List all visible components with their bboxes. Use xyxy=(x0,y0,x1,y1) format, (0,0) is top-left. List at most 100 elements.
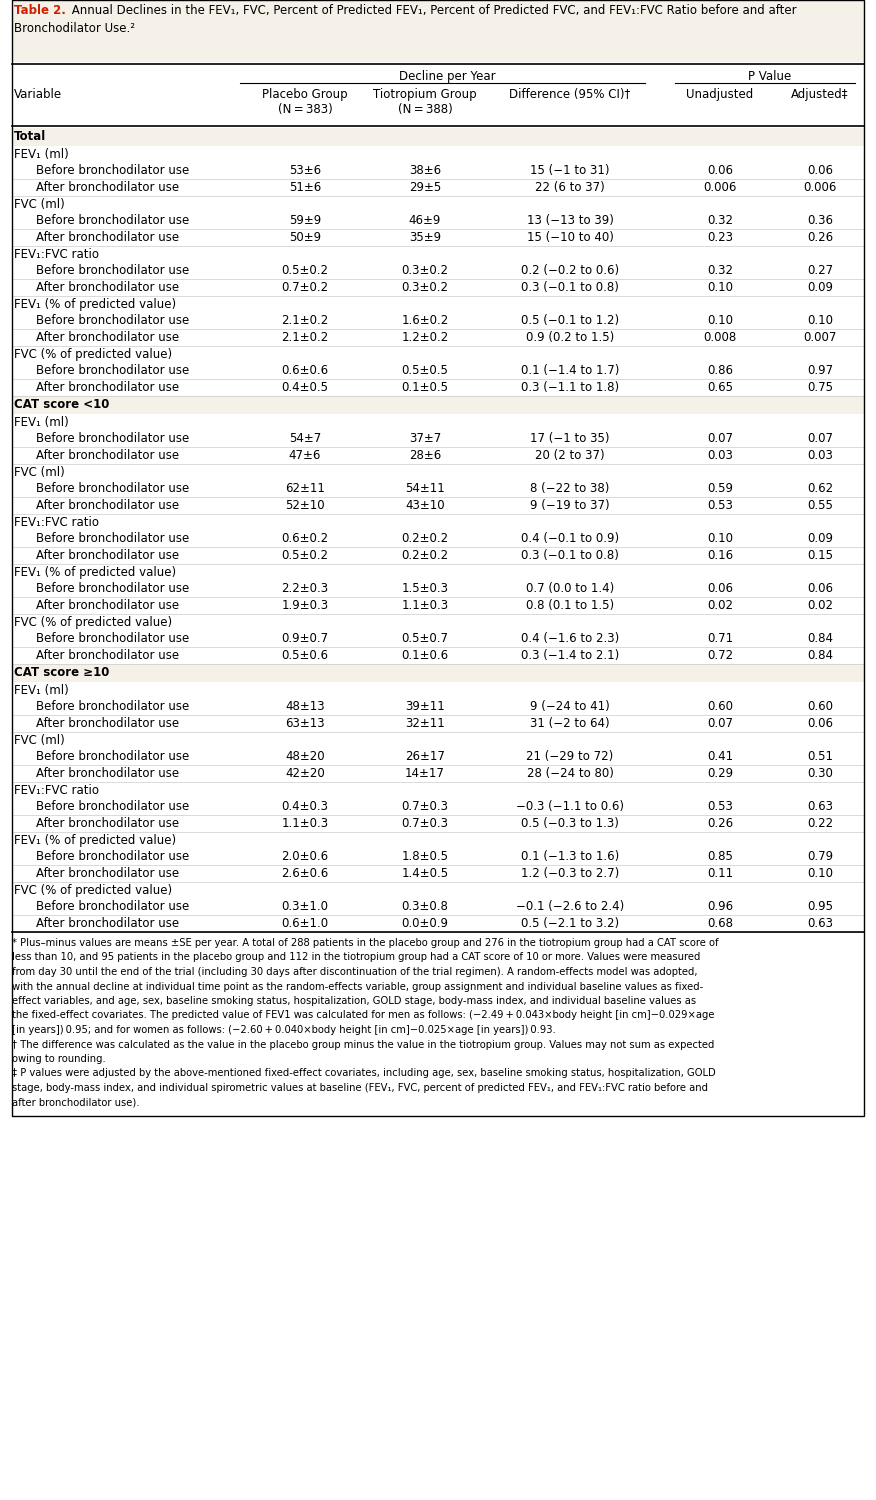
Text: 0.07: 0.07 xyxy=(807,432,833,445)
Bar xyxy=(12,833,864,848)
Text: 0.63: 0.63 xyxy=(807,916,833,930)
Text: After bronchodilator use: After bronchodilator use xyxy=(36,231,179,244)
Bar xyxy=(12,162,864,178)
Text: Before bronchodilator use: Before bronchodilator use xyxy=(36,800,189,813)
Text: 1.2±0.2: 1.2±0.2 xyxy=(401,332,449,344)
Text: 0.06: 0.06 xyxy=(707,582,733,596)
Text: 0.5±0.5: 0.5±0.5 xyxy=(401,364,449,376)
Bar xyxy=(12,211,864,230)
Text: 0.1 (−1.3 to 1.6): 0.1 (−1.3 to 1.6) xyxy=(521,850,619,862)
Text: 0.5 (−0.3 to 1.3): 0.5 (−0.3 to 1.3) xyxy=(521,818,619,830)
Text: 0.6±0.6: 0.6±0.6 xyxy=(281,364,328,376)
Text: −0.3 (−1.1 to 0.6): −0.3 (−1.1 to 0.6) xyxy=(516,800,624,813)
Text: Before bronchodilator use: Before bronchodilator use xyxy=(36,900,189,914)
Bar xyxy=(12,798,864,814)
Text: Before bronchodilator use: Before bronchodilator use xyxy=(36,314,189,327)
Text: 0.07: 0.07 xyxy=(707,717,733,730)
Bar xyxy=(12,279,864,296)
Text: 0.27: 0.27 xyxy=(807,264,833,278)
Text: 0.3 (−1.1 to 1.8): 0.3 (−1.1 to 1.8) xyxy=(521,381,619,394)
Text: 0.11: 0.11 xyxy=(707,867,733,880)
Bar xyxy=(12,380,864,396)
Bar xyxy=(12,312,864,328)
Bar xyxy=(12,0,864,62)
Text: 0.75: 0.75 xyxy=(807,381,833,394)
Text: 0.5±0.7: 0.5±0.7 xyxy=(401,632,449,645)
Bar xyxy=(12,815,864,833)
Text: Annual Declines in the FEV₁, FVC, Percent of Predicted FEV₁, Percent of Predicte: Annual Declines in the FEV₁, FVC, Percen… xyxy=(68,4,796,16)
Text: 0.3±1.0: 0.3±1.0 xyxy=(281,900,328,914)
Text: FVC (ml): FVC (ml) xyxy=(14,198,65,211)
Bar xyxy=(12,346,864,362)
Text: 0.07: 0.07 xyxy=(707,432,733,445)
Text: 0.6±0.2: 0.6±0.2 xyxy=(281,532,328,544)
Bar xyxy=(12,447,864,464)
Text: After bronchodilator use: After bronchodilator use xyxy=(36,766,179,780)
Bar xyxy=(12,530,864,548)
Text: 0.30: 0.30 xyxy=(807,766,833,780)
Text: 0.4±0.3: 0.4±0.3 xyxy=(281,800,328,813)
Text: 32±11: 32±11 xyxy=(405,717,445,730)
Text: 0.7±0.3: 0.7±0.3 xyxy=(401,818,449,830)
Text: Unadjusted: Unadjusted xyxy=(687,88,753,101)
Text: 0.97: 0.97 xyxy=(807,364,833,376)
Text: 0.55: 0.55 xyxy=(807,500,833,512)
Bar xyxy=(12,732,864,748)
Bar xyxy=(12,396,864,414)
Text: the fixed-effect covariates. The predicted value of FEV1 was calculated for men : the fixed-effect covariates. The predict… xyxy=(12,1011,715,1020)
Text: 0.3±0.8: 0.3±0.8 xyxy=(401,900,449,914)
Text: 0.03: 0.03 xyxy=(807,448,833,462)
Text: 2.1±0.2: 2.1±0.2 xyxy=(281,332,328,344)
Text: FVC (% of predicted value): FVC (% of predicted value) xyxy=(14,884,172,897)
Text: Before bronchodilator use: Before bronchodilator use xyxy=(36,214,189,226)
Text: 0.06: 0.06 xyxy=(707,164,733,177)
Text: 46±9: 46±9 xyxy=(409,214,442,226)
Text: 0.95: 0.95 xyxy=(807,900,833,914)
Text: FEV₁ (ml): FEV₁ (ml) xyxy=(14,148,68,160)
Text: 1.1±0.3: 1.1±0.3 xyxy=(401,598,449,612)
Bar xyxy=(12,765,864,782)
Bar xyxy=(12,915,864,932)
Text: 20 (2 to 37): 20 (2 to 37) xyxy=(535,448,604,462)
Text: After bronchodilator use: After bronchodilator use xyxy=(36,650,179,662)
Text: 0.32: 0.32 xyxy=(707,264,733,278)
Text: 2.0±0.6: 2.0±0.6 xyxy=(281,850,328,862)
Bar xyxy=(12,0,864,1116)
Text: 22 (6 to 37): 22 (6 to 37) xyxy=(535,182,604,194)
Text: 0.36: 0.36 xyxy=(807,214,833,226)
Text: Before bronchodilator use: Before bronchodilator use xyxy=(36,850,189,862)
Text: 35±9: 35±9 xyxy=(409,231,441,244)
Text: 0.006: 0.006 xyxy=(803,182,837,194)
Bar xyxy=(12,246,864,262)
Text: 0.006: 0.006 xyxy=(703,182,737,194)
Text: 0.9±0.7: 0.9±0.7 xyxy=(281,632,328,645)
Text: FEV₁ (ml): FEV₁ (ml) xyxy=(14,416,68,429)
Text: Before bronchodilator use: Before bronchodilator use xyxy=(36,164,189,177)
Bar xyxy=(12,430,864,447)
Text: Table 2.: Table 2. xyxy=(14,4,66,16)
Text: 0.6±1.0: 0.6±1.0 xyxy=(281,916,328,930)
Text: 0.5±0.2: 0.5±0.2 xyxy=(281,549,328,562)
Text: 0.23: 0.23 xyxy=(707,231,733,244)
Text: † The difference was calculated as the value in the placebo group minus the valu: † The difference was calculated as the v… xyxy=(12,1040,714,1050)
Text: 8 (−22 to 38): 8 (−22 to 38) xyxy=(530,482,610,495)
Text: 0.10: 0.10 xyxy=(707,532,733,544)
Text: Before bronchodilator use: Before bronchodilator use xyxy=(36,532,189,544)
Text: 0.09: 0.09 xyxy=(807,532,833,544)
Text: 21 (−29 to 72): 21 (−29 to 72) xyxy=(526,750,613,764)
Text: 2.2±0.3: 2.2±0.3 xyxy=(281,582,328,596)
Text: 43±10: 43±10 xyxy=(406,500,445,512)
Text: CAT score <10: CAT score <10 xyxy=(14,398,110,411)
Text: FEV₁ (% of predicted value): FEV₁ (% of predicted value) xyxy=(14,566,176,579)
Text: 63±13: 63±13 xyxy=(286,717,325,730)
Bar xyxy=(12,146,864,162)
Text: 0.16: 0.16 xyxy=(707,549,733,562)
Text: 0.06: 0.06 xyxy=(807,582,833,596)
Text: 0.1±0.5: 0.1±0.5 xyxy=(401,381,449,394)
Text: Before bronchodilator use: Before bronchodilator use xyxy=(36,482,189,495)
Text: 15 (−10 to 40): 15 (−10 to 40) xyxy=(526,231,613,244)
Text: Before bronchodilator use: Before bronchodilator use xyxy=(36,264,189,278)
Text: 0.29: 0.29 xyxy=(707,766,733,780)
Text: 0.51: 0.51 xyxy=(807,750,833,764)
Text: 0.53: 0.53 xyxy=(707,800,733,813)
